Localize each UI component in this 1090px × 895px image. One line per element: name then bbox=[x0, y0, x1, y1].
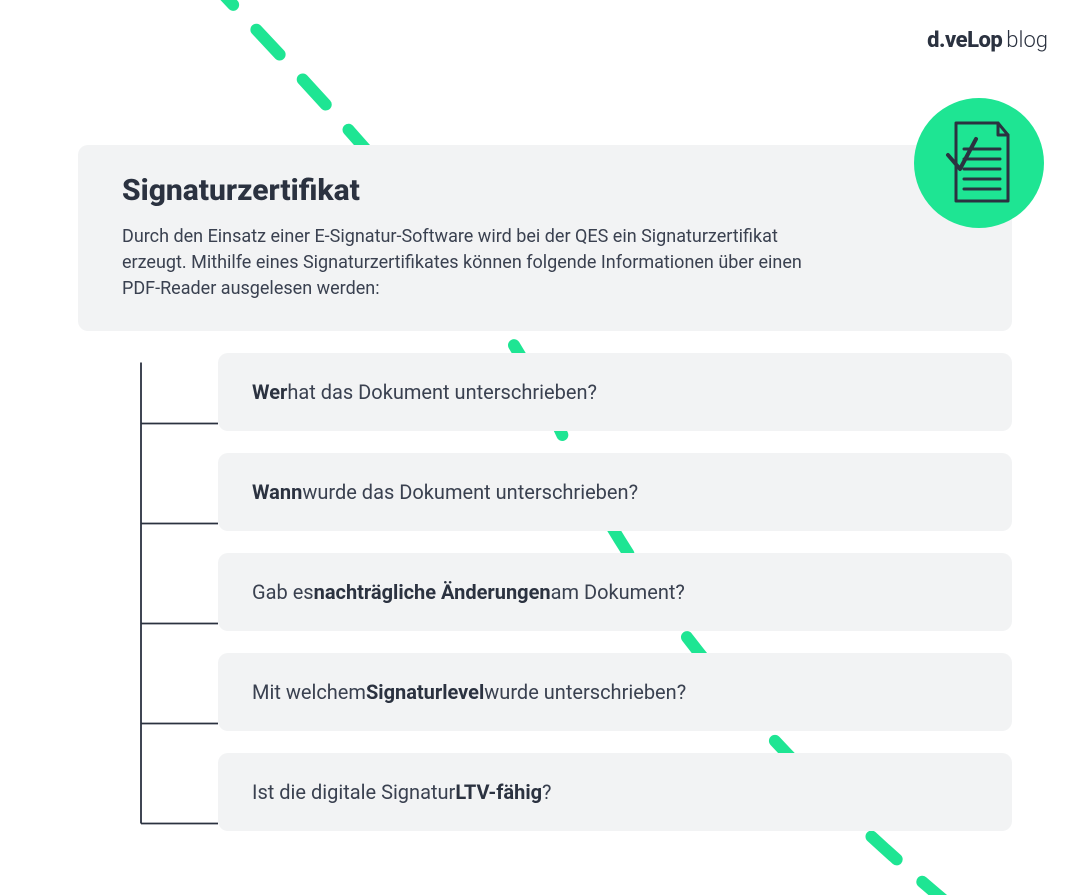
certificate-badge bbox=[914, 98, 1044, 228]
header-body: Durch den Einsatz einer E-Signatur-Softw… bbox=[122, 224, 812, 302]
list-item: Ist die digitale Signatur LTV-fähig? bbox=[218, 753, 1012, 831]
brand-logo: d.veLopblog bbox=[927, 28, 1048, 53]
canvas: d.veLopblog Signaturzertifikat Durch den… bbox=[0, 0, 1090, 895]
brand-light: blog bbox=[1006, 28, 1048, 53]
list-item: Gab es nachträgliche Änderungen am Dokum… bbox=[218, 553, 1012, 631]
list-item: Mit welchem Signaturlevel wurde untersch… bbox=[218, 653, 1012, 731]
header-title: Signaturzertifikat bbox=[122, 173, 812, 208]
item-list: Wer hat das Dokument unterschrieben? Wann… bbox=[218, 353, 1012, 831]
list-item: Wer hat das Dokument unterschrieben? bbox=[218, 353, 1012, 431]
document-checkmark-icon bbox=[942, 119, 1016, 207]
brand-bold: d.veLop bbox=[927, 28, 1002, 53]
tree-connector bbox=[140, 331, 224, 861]
header-card: Signaturzertifikat Durch den Einsatz ein… bbox=[78, 145, 1012, 331]
list-item: Wann wurde das Dokument unterschrieben? bbox=[218, 453, 1012, 531]
